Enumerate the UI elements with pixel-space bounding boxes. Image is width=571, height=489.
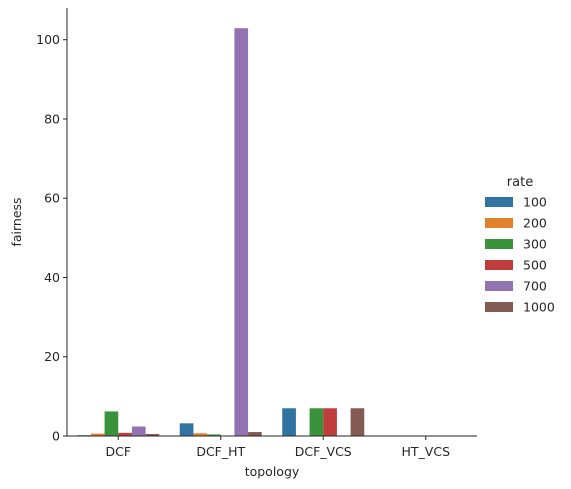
- bar-dcf-rate-300: [105, 411, 119, 436]
- bar-dcf-rate-700: [132, 426, 146, 436]
- bar-dcf-vcs-rate-1000: [351, 408, 365, 436]
- bar-dcf-vcs-rate-300: [310, 408, 324, 436]
- bar-dcf-ht-rate-100: [180, 423, 194, 436]
- y-tick-label: 20: [44, 349, 60, 364]
- x-tick-label: DCF: [105, 444, 131, 459]
- bar-dcf-vcs-rate-500: [323, 408, 337, 436]
- legend-swatch-300: [485, 239, 513, 249]
- legend-label-700: 700: [523, 279, 547, 294]
- bar-dcf-ht-rate-1000: [248, 432, 262, 436]
- y-tick-label: 80: [44, 111, 60, 126]
- legend-label-300: 300: [523, 237, 547, 252]
- bars-group: [77, 28, 364, 436]
- bar-dcf-vcs-rate-100: [282, 408, 296, 436]
- legend-swatch-500: [485, 260, 513, 270]
- legend-label-1000: 1000: [523, 300, 555, 315]
- legend-swatch-200: [485, 218, 513, 228]
- y-tick-label: 60: [44, 191, 60, 206]
- x-tick-label: HT_VCS: [402, 444, 451, 459]
- x-tick-label: DCF_VCS: [295, 444, 352, 459]
- y-tick-label: 0: [52, 429, 60, 444]
- legend-label-100: 100: [523, 195, 547, 210]
- x-axis-label: topology: [245, 464, 300, 479]
- bar-dcf-ht-rate-700: [234, 28, 248, 436]
- x-tick-label: DCF_HT: [196, 444, 245, 459]
- legend: rate 100 200 300 500 700 1000: [485, 175, 555, 315]
- legend-label-200: 200: [523, 216, 547, 231]
- y-tick-label: 100: [36, 32, 60, 47]
- x-ticks: DCF DCF_HT DCF_VCS HT_VCS: [105, 436, 450, 459]
- legend-label-500: 500: [523, 258, 547, 273]
- y-axis-label: fairness: [9, 197, 24, 246]
- axes-group: [67, 8, 477, 436]
- y-tick-label: 40: [44, 270, 60, 285]
- legend-title: rate: [507, 175, 533, 190]
- legend-swatch-1000: [485, 302, 513, 312]
- legend-swatch-700: [485, 281, 513, 291]
- y-ticks: 0 20 40 60 80 100: [36, 32, 67, 443]
- legend-swatch-100: [485, 197, 513, 207]
